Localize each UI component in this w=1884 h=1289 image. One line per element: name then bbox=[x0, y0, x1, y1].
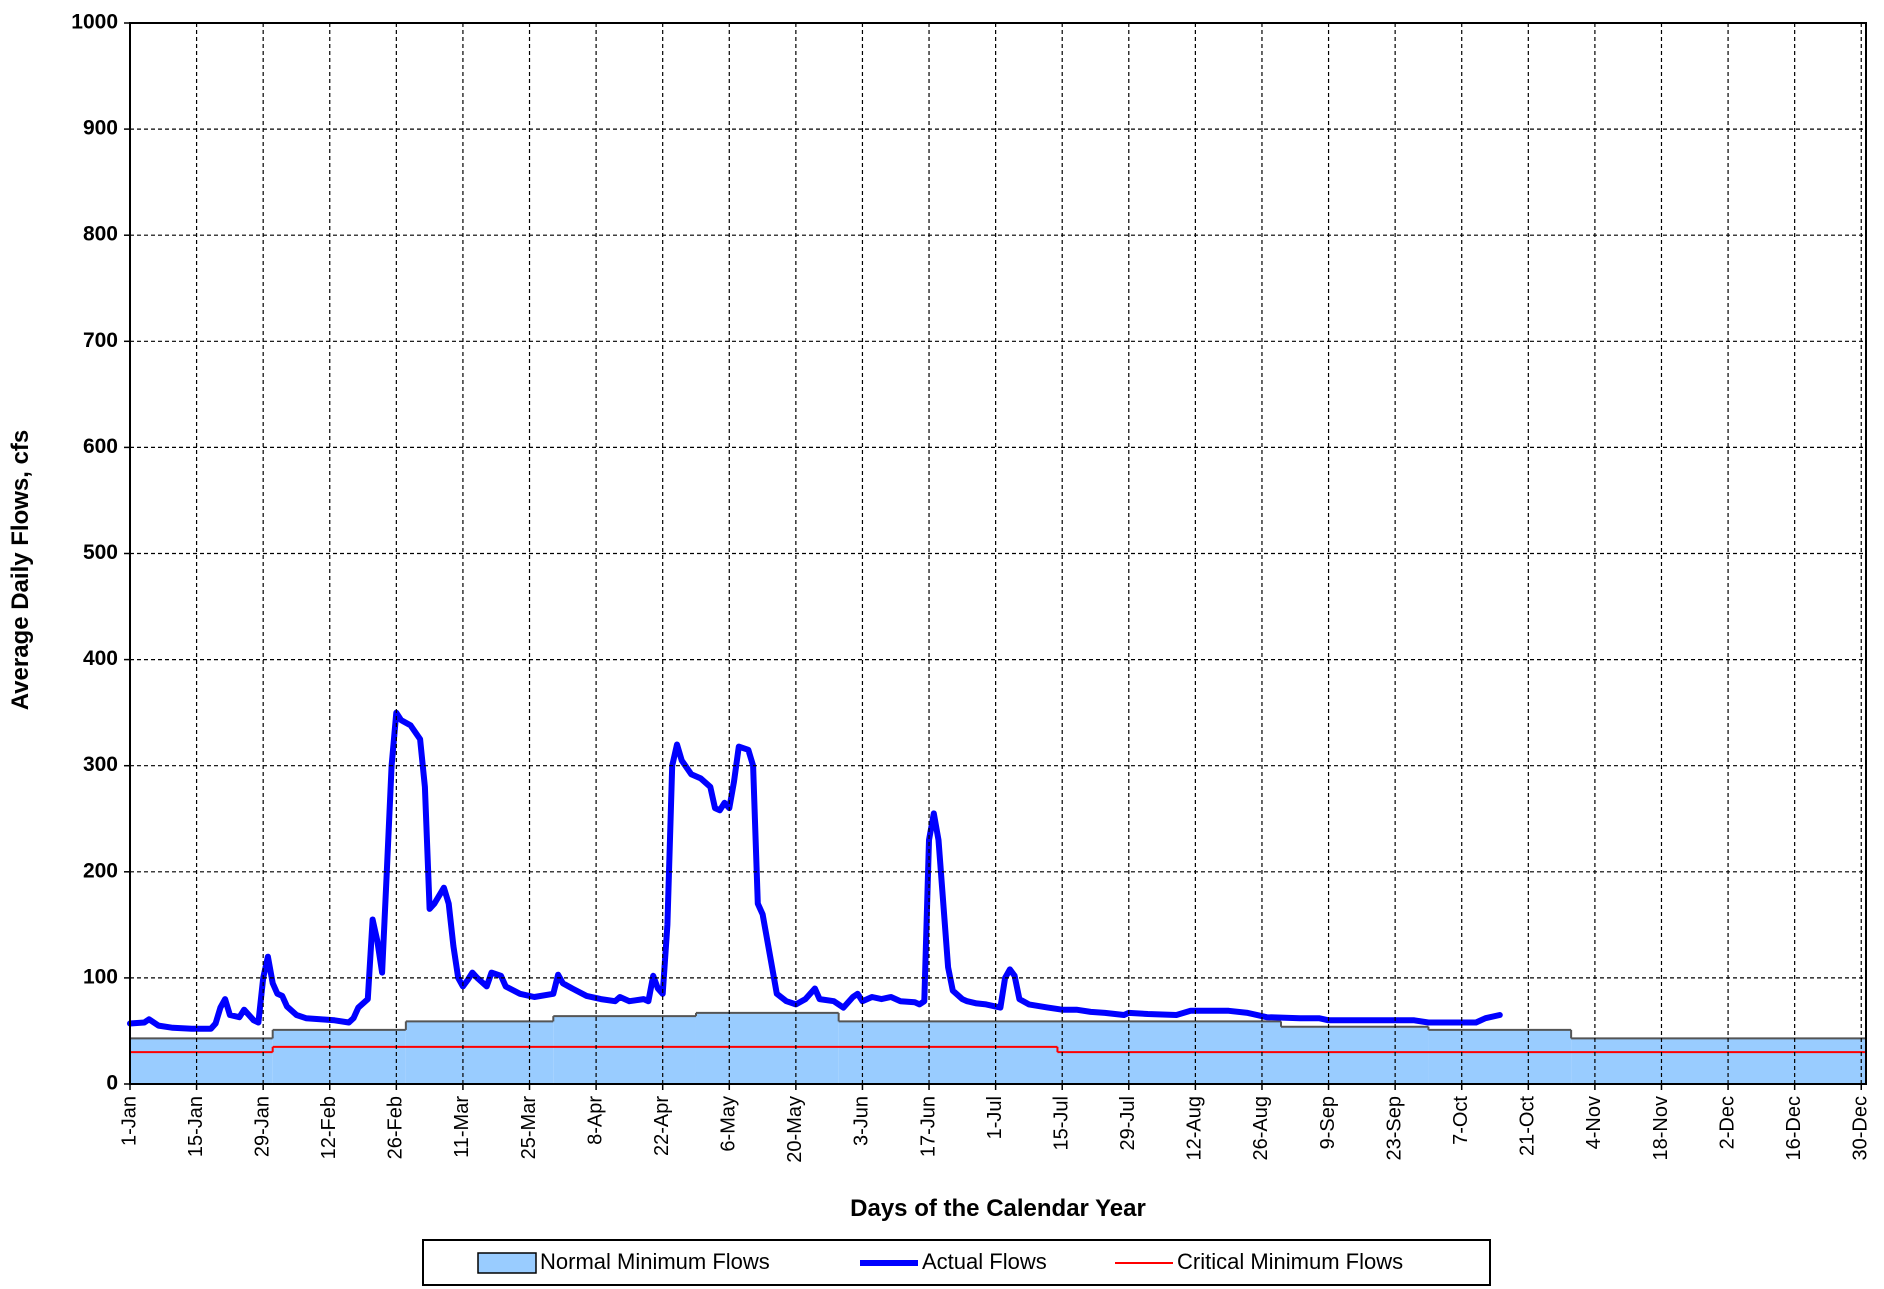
legend-box bbox=[422, 1239, 1491, 1286]
area-step bbox=[405, 1021, 554, 1084]
y-tick-label: 0 bbox=[106, 1072, 118, 1095]
x-tick-label: 12-Feb bbox=[318, 1096, 340, 1159]
x-tick-label: 15-Jan bbox=[185, 1096, 207, 1157]
x-tick-label: 20-May bbox=[784, 1096, 806, 1163]
x-tick-label: 6-May bbox=[718, 1096, 740, 1152]
x-tick-label: 29-Jan bbox=[251, 1096, 273, 1157]
x-tick-label: 25-Mar bbox=[518, 1096, 540, 1160]
y-axis-title: Average Daily Flows, cfs bbox=[7, 430, 34, 711]
x-tick-label: 8-Apr bbox=[584, 1096, 606, 1145]
legend-label: Actual Flows bbox=[922, 1249, 1047, 1274]
area-step bbox=[1428, 1029, 1572, 1084]
x-tick-label: 17-Jun bbox=[917, 1096, 939, 1157]
legend-label: Critical Minimum Flows bbox=[1177, 1249, 1403, 1274]
y-tick-label: 500 bbox=[83, 541, 118, 564]
area-step bbox=[130, 1038, 273, 1084]
y-tick-label: 800 bbox=[83, 223, 118, 246]
plot-border bbox=[129, 22, 1867, 1085]
x-tick-label: 4-Nov bbox=[1583, 1096, 1605, 1149]
x-tick-label: 11-Mar bbox=[451, 1096, 473, 1158]
x-tick-label: 23-Sep bbox=[1383, 1096, 1405, 1161]
x-tick-label: 2-Dec bbox=[1716, 1096, 1738, 1149]
legend-swatch bbox=[477, 1252, 537, 1274]
x-tick-label: 12-Aug bbox=[1184, 1096, 1206, 1161]
y-tick-label: 900 bbox=[83, 117, 118, 140]
x-tick-label: 26-Feb bbox=[385, 1096, 407, 1159]
y-tick-label: 400 bbox=[83, 647, 118, 670]
legend-label: Normal Minimum Flows bbox=[540, 1249, 770, 1274]
y-tick-label: 300 bbox=[83, 753, 118, 776]
x-tick-label: 16-Dec bbox=[1783, 1096, 1805, 1160]
x-tick-label: 1-Jul bbox=[984, 1096, 1006, 1139]
x-tick-label: 29-Jul bbox=[1117, 1096, 1139, 1150]
area-step bbox=[1571, 1038, 1866, 1084]
area-step bbox=[272, 1029, 406, 1084]
x-tick-label: 18-Nov bbox=[1650, 1096, 1672, 1160]
y-tick-label: 100 bbox=[83, 965, 118, 988]
area-step bbox=[553, 1016, 696, 1084]
y-tick-label: 600 bbox=[83, 435, 118, 458]
y-tick-label: 200 bbox=[83, 859, 118, 882]
x-tick-label: 9-Sep bbox=[1317, 1096, 1339, 1149]
x-tick-label: 26-Aug bbox=[1250, 1096, 1272, 1161]
area-step bbox=[695, 1012, 839, 1084]
x-tick-label: 3-Jun bbox=[851, 1096, 873, 1146]
x-tick-label: 21-Oct bbox=[1517, 1096, 1539, 1156]
x-tick-label: 7-Oct bbox=[1450, 1096, 1472, 1145]
y-tick-label: 700 bbox=[83, 329, 118, 352]
plot-layer bbox=[127, 709, 1866, 1084]
legend: Normal Minimum Flows Actual Flows Critical… bbox=[422, 1239, 1491, 1286]
area-step bbox=[1280, 1026, 1429, 1084]
x-tick-label: 22-Apr bbox=[651, 1096, 673, 1156]
y-tick-label: 1000 bbox=[71, 11, 118, 34]
x-axis-title: Days of the Calendar Year bbox=[850, 1195, 1146, 1222]
x-tick-label: 15-Jul bbox=[1050, 1096, 1072, 1150]
x-tick-label: 1-Jan bbox=[118, 1096, 140, 1146]
x-tick-label: 30-Dec bbox=[1850, 1096, 1872, 1160]
